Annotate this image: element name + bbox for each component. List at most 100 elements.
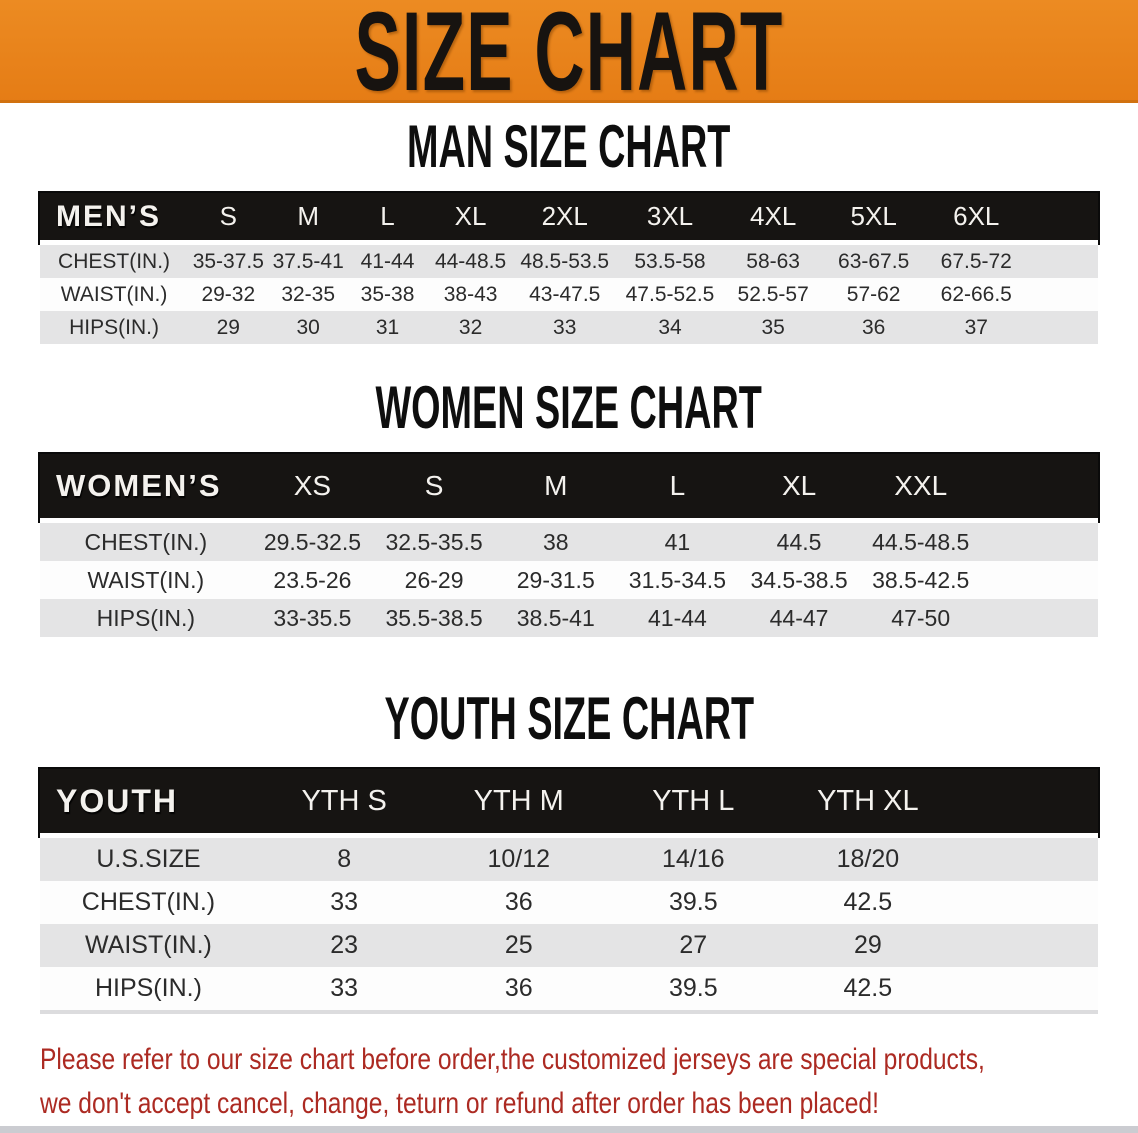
filler-cell (955, 924, 1098, 967)
value-cell: 32.5-35.5 (373, 518, 495, 561)
value-cell: 63-67.5 (821, 240, 926, 278)
column-header-cell: 6XL (953, 201, 1000, 231)
value-cell: 33 (330, 888, 359, 916)
man-size-chart-section: MAN SIZE CHART MEN’S S M L XL 2XL 3XL 4XL 5XL 6XL… (0, 103, 1138, 344)
value-cell: 10/12 (431, 833, 606, 881)
value-cell: 8 (256, 833, 432, 881)
value-cell: 23 (330, 931, 359, 959)
value-cell: 14/16 (606, 833, 781, 881)
column-header-cell: L (669, 470, 686, 501)
filler-cell (1027, 311, 1098, 344)
table-title-cell: YOUTH (56, 782, 178, 819)
value-cell: 29 (216, 315, 240, 339)
youth-size-table: YOUTH YTH S YTH M YTH L YTH XL U.S.SIZE 8 10/12… (40, 769, 1098, 1014)
table-row: WAIST(IN.) 23 25 27 29 (40, 924, 1098, 967)
value-cell: 44-48.5 (427, 240, 514, 278)
value-cell: 48.5-53.5 (513, 240, 616, 278)
value-cell: 38.5-41 (516, 604, 595, 631)
table-row: CHEST(IN.) 35-37.5 37.5-41 41-44 44-48.5 48.5… (40, 240, 1098, 278)
filler-cell (982, 561, 1098, 599)
filler-cell (1027, 278, 1098, 311)
value-cell: 29-32 (201, 282, 256, 306)
column-header-cell: 2XL (541, 201, 588, 231)
column-header-cell: XS (293, 470, 332, 501)
value-cell: 29-31.5 (516, 566, 595, 593)
value-cell: 43-47.5 (529, 282, 601, 306)
column-header-cell: 5XL (850, 201, 897, 231)
value-cell: 38 (494, 518, 617, 561)
value-cell: 67.5-72 (925, 240, 1028, 278)
column-header-cell: XL (454, 201, 487, 231)
value-cell: 38.5-42.5 (872, 566, 970, 593)
refund-policy-note-line-1: Please refer to our size chart before or… (40, 1043, 985, 1076)
value-cell: 42.5 (843, 888, 893, 916)
value-cell: 29 (853, 931, 882, 959)
women-section-heading: WOMEN SIZE CHART (40, 378, 1098, 438)
row-label-cell: HIPS(IN.) (69, 315, 159, 339)
table-header-row: WOMEN’S XS S M L XL XXL (40, 454, 1098, 521)
row-label-cell: HIPS(IN.) (40, 967, 257, 1014)
value-cell: 36 (504, 888, 533, 916)
column-header-cell: YTH S (301, 784, 387, 817)
value-cell: 42.5 (780, 967, 956, 1014)
filler-cell (955, 769, 1098, 836)
row-label-cell: WAIST(IN.) (85, 931, 212, 959)
value-cell: 37.5-41 (268, 240, 348, 278)
value-cell: 33-35.5 (273, 604, 352, 631)
column-header-cell: M (297, 201, 320, 231)
table-row: CHEST(IN.) 33 36 39.5 42.5 (40, 881, 1098, 924)
value-cell: 33 (553, 315, 577, 339)
value-cell: 32 (458, 315, 483, 339)
column-header-cell: 4XL (750, 201, 797, 231)
filler-cell (981, 518, 1098, 561)
row-label-cell: CHEST(IN.) (40, 240, 189, 278)
youth-section-heading-text: YOUTH SIZE CHART (384, 685, 754, 752)
row-label-cell: WAIST(IN.) (87, 566, 205, 593)
women-size-chart-section: WOMEN SIZE CHART WOMEN’S XS S M L XL XXL CHEST(… (0, 344, 1138, 637)
column-header-cell: YTH M (473, 784, 564, 817)
value-cell: 35-37.5 (188, 240, 269, 278)
column-header-cell: S (219, 201, 237, 231)
man-section-heading: MAN SIZE CHART (40, 117, 1098, 177)
youth-section-heading: YOUTH SIZE CHART (40, 689, 1098, 749)
value-cell: 27 (679, 931, 708, 959)
table-row: WAIST(IN.) 29-32 32-35 35-38 38-43 43-47.5 47.… (40, 278, 1098, 311)
column-header-cell: YTH XL (817, 784, 919, 817)
value-cell: 62-66.5 (940, 282, 1012, 306)
value-cell: 31.5-34.5 (628, 566, 726, 593)
filler-cell (955, 967, 1098, 1014)
refund-policy-note: Please refer to our size chart before or… (0, 1038, 1138, 1126)
filler-cell (1027, 193, 1098, 243)
column-header-cell: XL (781, 470, 817, 501)
row-label-cell: WAIST(IN.) (60, 282, 168, 306)
row-label-cell: CHEST(IN.) (81, 888, 216, 916)
table-row: CHEST(IN.) 29.5-32.5 32.5-35.5 38 41 44.5 44.5… (40, 518, 1098, 561)
refund-policy-note-line-2: we don't accept cancel, change, teturn o… (40, 1087, 879, 1120)
value-cell: 41-44 (347, 240, 428, 278)
value-cell: 37 (964, 315, 988, 339)
table-header-row: MEN’S S M L XL 2XL 3XL 4XL 5XL 6XL (40, 193, 1098, 243)
value-cell: 30 (296, 315, 320, 339)
size-chart-banner: SIZE CHART (0, 0, 1138, 107)
column-header-cell: S (424, 470, 444, 501)
table-row: HIPS(IN.) 29 30 31 32 33 34 35 36 37 (40, 311, 1098, 344)
value-cell: 31 (375, 315, 400, 339)
value-cell: 25 (504, 931, 533, 959)
man-section-heading-text: MAN SIZE CHART (407, 113, 731, 180)
value-cell: 29.5-32.5 (251, 518, 374, 561)
value-cell: 47-50 (891, 604, 951, 631)
value-cell: 44.5-48.5 (859, 518, 982, 561)
table-row: U.S.SIZE 8 10/12 14/16 18/20 (40, 833, 1098, 881)
value-cell: 32-35 (281, 282, 336, 306)
value-cell: 41-44 (647, 604, 707, 631)
value-cell: 58-63 (724, 240, 822, 278)
table-title-cell: MEN’S (56, 199, 162, 233)
row-label-cell: HIPS(IN.) (96, 604, 195, 631)
column-header-cell: M (544, 470, 568, 501)
value-cell: 57-62 (846, 282, 901, 306)
value-cell: 44-47 (769, 604, 829, 631)
value-cell: 26-29 (404, 566, 464, 593)
value-cell: 23.5-26 (273, 566, 352, 593)
value-cell: 39.5 (668, 888, 718, 916)
row-label-cell: CHEST(IN.) (40, 518, 252, 561)
